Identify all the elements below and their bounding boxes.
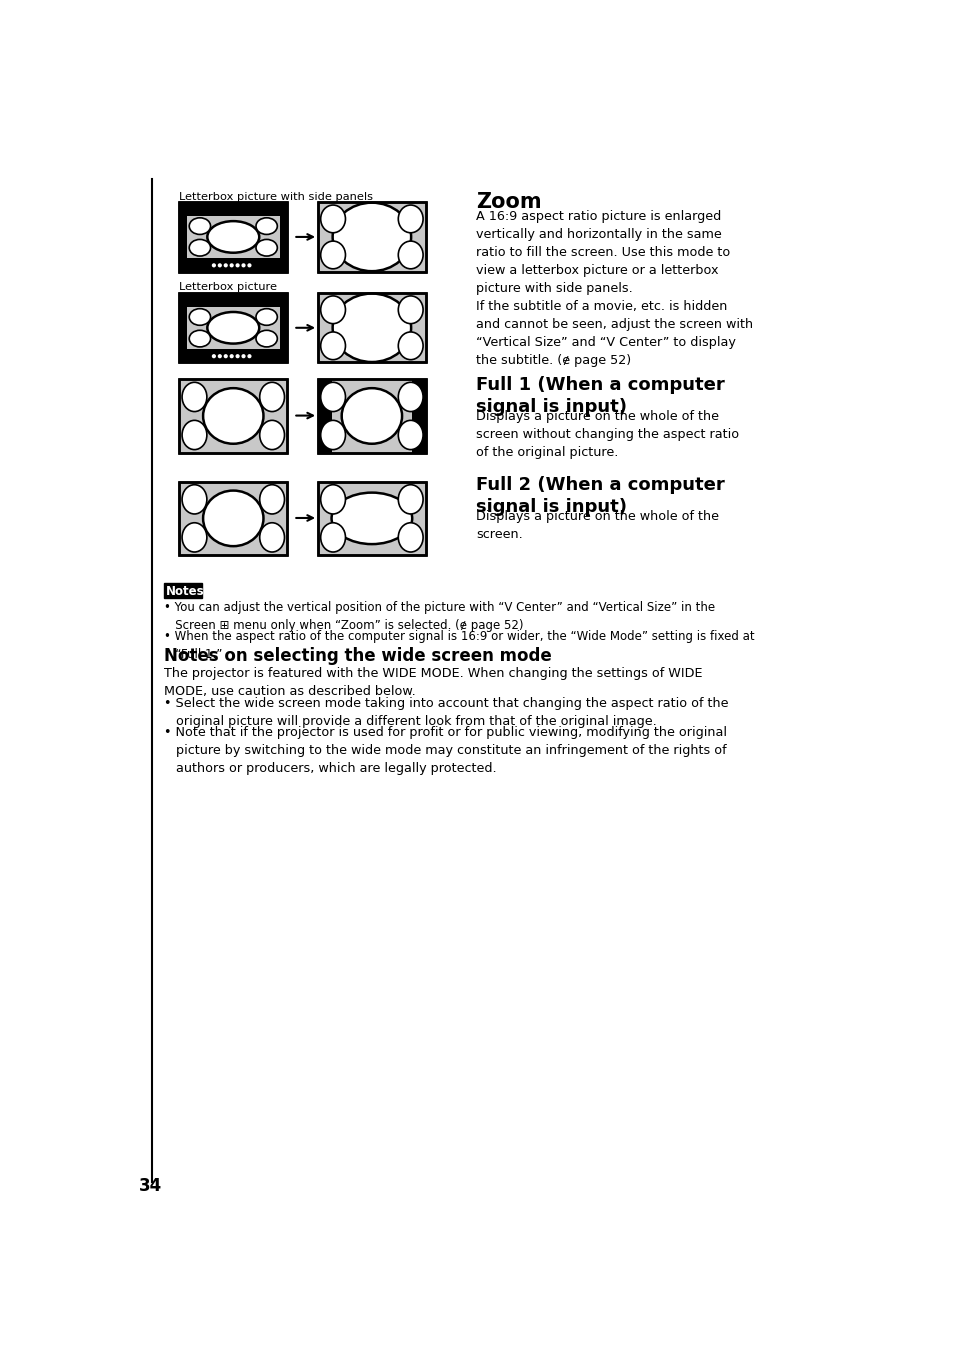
Ellipse shape — [398, 241, 422, 269]
Text: • When the aspect ratio of the computer signal is 16:9 or wider, the “Wide Mode”: • When the aspect ratio of the computer … — [164, 630, 754, 661]
Circle shape — [224, 264, 227, 266]
Text: Full 2 (When a computer
signal is input): Full 2 (When a computer signal is input) — [476, 476, 724, 516]
Circle shape — [230, 354, 233, 357]
Text: The projector is featured with the WIDE MODE. When changing the settings of WIDE: The projector is featured with the WIDE … — [164, 668, 701, 699]
Bar — [317, 380, 425, 453]
Bar — [317, 293, 425, 362]
Ellipse shape — [341, 388, 401, 443]
Ellipse shape — [203, 491, 263, 546]
Ellipse shape — [259, 383, 284, 411]
Bar — [179, 481, 287, 554]
Ellipse shape — [203, 388, 263, 443]
Text: • You can adjust the vertical position of the picture with “V Center” and “Verti: • You can adjust the vertical position o… — [164, 602, 715, 633]
Bar — [179, 481, 287, 554]
Bar — [317, 203, 425, 272]
Ellipse shape — [255, 239, 277, 256]
Ellipse shape — [255, 218, 277, 234]
Ellipse shape — [333, 203, 411, 272]
Ellipse shape — [320, 296, 345, 323]
Ellipse shape — [320, 523, 345, 552]
Text: 34: 34 — [138, 1178, 162, 1195]
Ellipse shape — [320, 383, 345, 411]
Ellipse shape — [259, 420, 284, 450]
Ellipse shape — [398, 296, 422, 323]
Text: A 16:9 aspect ratio picture is enlarged
vertically and horizontally in the same
: A 16:9 aspect ratio picture is enlarged … — [476, 210, 752, 366]
Bar — [179, 203, 287, 272]
Ellipse shape — [398, 485, 422, 514]
Text: • Note that if the projector is used for profit or for public viewing, modifying: • Note that if the projector is used for… — [164, 726, 726, 775]
Ellipse shape — [207, 312, 259, 343]
Bar — [412, 380, 425, 453]
Ellipse shape — [320, 333, 345, 360]
Text: Notes on selecting the wide screen mode: Notes on selecting the wide screen mode — [164, 648, 551, 665]
Circle shape — [236, 354, 239, 357]
Circle shape — [218, 354, 221, 357]
Bar — [179, 203, 287, 272]
Ellipse shape — [259, 523, 284, 552]
Circle shape — [242, 354, 245, 357]
Circle shape — [236, 264, 239, 266]
Bar — [179, 293, 287, 362]
Circle shape — [224, 354, 227, 357]
Ellipse shape — [398, 333, 422, 360]
Ellipse shape — [182, 420, 207, 450]
Ellipse shape — [320, 420, 345, 450]
Ellipse shape — [189, 218, 211, 234]
Text: Displays a picture on the whole of the
screen without changing the aspect ratio
: Displays a picture on the whole of the s… — [476, 410, 739, 460]
Bar — [187, 307, 279, 349]
Bar — [317, 481, 425, 554]
Ellipse shape — [320, 241, 345, 269]
Ellipse shape — [398, 383, 422, 411]
Text: Letterbox picture with side panels: Letterbox picture with side panels — [179, 192, 373, 201]
Ellipse shape — [189, 308, 211, 326]
Text: Zoom: Zoom — [476, 192, 541, 211]
Ellipse shape — [398, 420, 422, 450]
Bar — [187, 216, 279, 258]
Bar — [317, 380, 332, 453]
Bar — [317, 293, 425, 362]
Text: Letterbox picture: Letterbox picture — [179, 283, 277, 292]
Ellipse shape — [398, 523, 422, 552]
Ellipse shape — [332, 492, 412, 544]
Ellipse shape — [189, 239, 211, 256]
Bar — [317, 203, 425, 272]
Ellipse shape — [320, 206, 345, 233]
Bar — [179, 380, 287, 453]
Bar — [179, 293, 287, 362]
Bar — [317, 380, 425, 453]
Circle shape — [248, 354, 251, 357]
Bar — [317, 481, 425, 554]
Text: Full 1 (When a computer
signal is input): Full 1 (When a computer signal is input) — [476, 376, 724, 416]
Bar — [164, 584, 202, 598]
Ellipse shape — [182, 485, 207, 514]
Ellipse shape — [255, 308, 277, 326]
Circle shape — [213, 264, 215, 266]
Text: Displays a picture on the whole of the
screen.: Displays a picture on the whole of the s… — [476, 510, 718, 541]
Text: • Select the wide screen mode taking into account that changing the aspect ratio: • Select the wide screen mode taking int… — [164, 698, 728, 729]
Ellipse shape — [320, 485, 345, 514]
Circle shape — [230, 264, 233, 266]
Ellipse shape — [182, 383, 207, 411]
Circle shape — [248, 264, 251, 266]
Ellipse shape — [398, 206, 422, 233]
Ellipse shape — [207, 222, 259, 253]
Ellipse shape — [182, 523, 207, 552]
Ellipse shape — [189, 330, 211, 347]
Ellipse shape — [333, 293, 411, 362]
Text: Notes: Notes — [166, 584, 205, 598]
Ellipse shape — [255, 330, 277, 347]
Circle shape — [242, 264, 245, 266]
Circle shape — [213, 354, 215, 357]
Bar — [179, 380, 287, 453]
Ellipse shape — [259, 485, 284, 514]
Circle shape — [218, 264, 221, 266]
